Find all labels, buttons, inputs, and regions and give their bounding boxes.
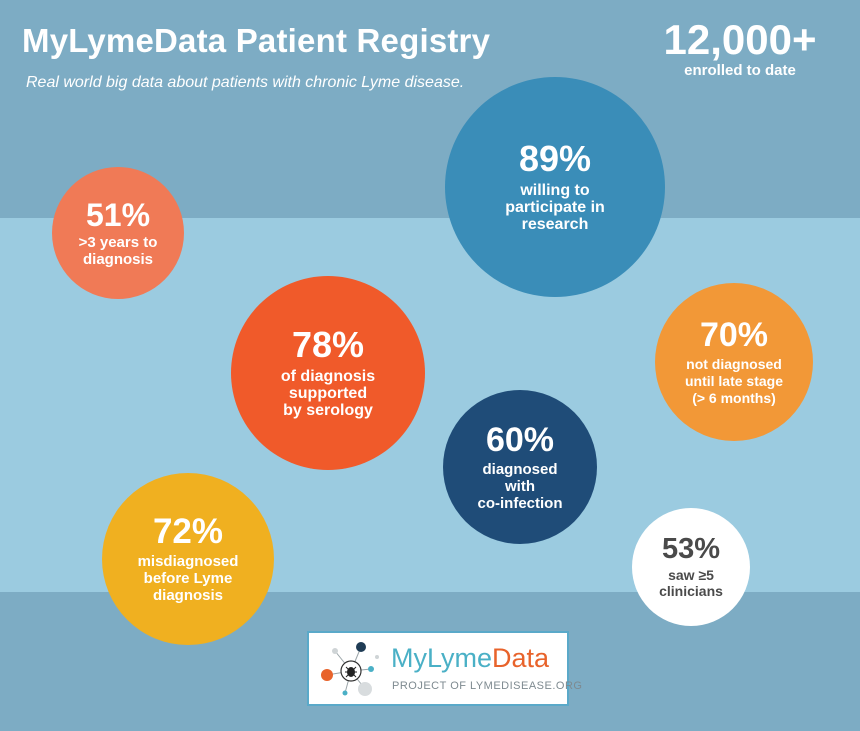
page-title: MyLymeData Patient Registry: [22, 22, 491, 59]
stat-circle-willing-to-participate: 89% willing to participate in research: [445, 77, 665, 297]
page-subtitle: Real world big data about patients with …: [26, 74, 465, 91]
stat-circle-late-stage: 70% not diagnosed until late stage (> 6 …: [655, 283, 813, 441]
stat-circle-years-to-diagnosis: 51% >3 years to diagnosis: [52, 167, 184, 299]
stat-label: not diagnosed until late stage (> 6 mont…: [684, 355, 784, 406]
enrolled-label: enrolled to date: [684, 62, 796, 79]
stat-circle-serology: 78% of diagnosis supported by serology: [231, 276, 425, 470]
stat-label: saw ≥5 clinicians: [659, 567, 723, 599]
stat-circle-co-infection: 60% diagnosed with co-infection: [443, 390, 597, 544]
mylymedata-logo: MyLymeData PROJECT OF LYMEDISEASE.ORG: [307, 631, 582, 706]
enrolled-value: 12,000+: [663, 16, 817, 63]
stat-percent: 60%: [485, 420, 555, 459]
stat-percent: 70%: [699, 315, 769, 354]
stat-percent: 51%: [85, 196, 151, 233]
stat-circle-clinicians: 53% saw ≥5 clinicians: [632, 508, 750, 626]
tick-network-icon: [321, 642, 379, 696]
stat-label: willing to participate in research: [505, 182, 605, 233]
stat-circle-misdiagnosed: 72% misdiagnosed before Lyme diagnosis: [102, 473, 274, 645]
stat-percent: 53%: [661, 533, 721, 565]
enrolled-count: 12,000+ enrolled to date: [640, 16, 840, 80]
stat-percent: 72%: [152, 512, 224, 551]
stat-percent: 78%: [291, 324, 365, 365]
logo-wordmark-part2: Data: [492, 643, 550, 673]
stat-label: of diagnosis supported by serology: [280, 368, 376, 419]
logo-wordmark: MyLymeData: [391, 643, 549, 674]
stat-label: misdiagnosed before Lyme diagnosis: [137, 553, 239, 604]
stat-label: diagnosed with co-infection: [477, 460, 563, 512]
stat-label: >3 years to diagnosis: [78, 233, 158, 268]
logo-tagline: PROJECT OF LYMEDISEASE.ORG: [392, 680, 583, 692]
logo-wordmark-part1: MyLyme: [391, 643, 493, 673]
stat-percent: 89%: [518, 138, 592, 179]
